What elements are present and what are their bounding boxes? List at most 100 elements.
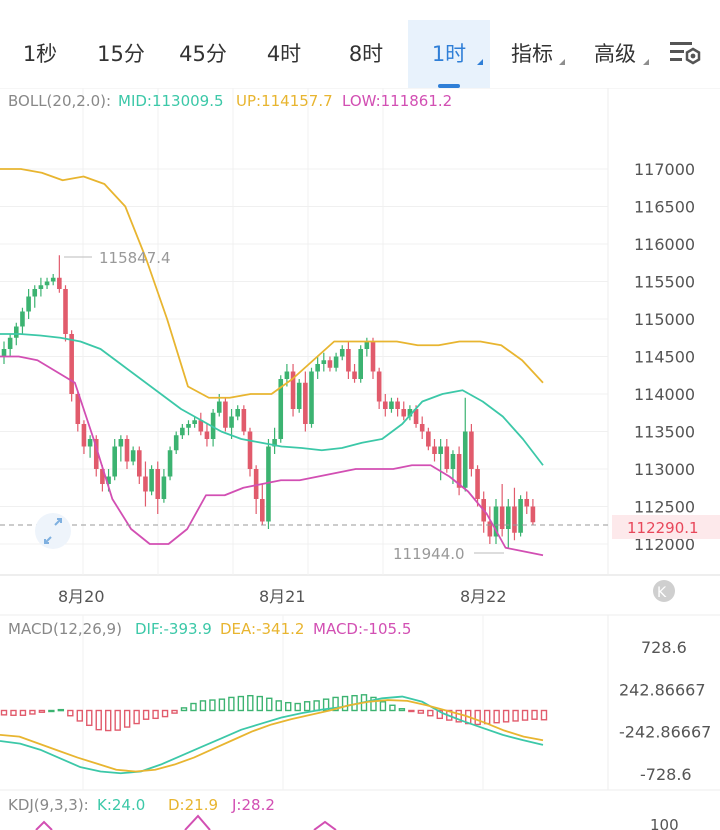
macd-value: MACD:-105.5 bbox=[313, 620, 411, 638]
candle bbox=[75, 390, 81, 432]
tab-1[interactable]: 15分 bbox=[80, 20, 162, 88]
crosshair-button[interactable] bbox=[35, 513, 71, 549]
candle bbox=[512, 487, 517, 541]
candle bbox=[173, 431, 179, 454]
tab-5[interactable]: 1时 bbox=[408, 20, 490, 88]
macd-tick-label: -728.6 bbox=[640, 765, 692, 784]
candle bbox=[112, 439, 117, 481]
macd-bar bbox=[38, 709, 46, 713]
boll-legend: BOLL(20,2.0): MID:113009.5 UP:114157.7 L… bbox=[8, 92, 452, 110]
price-tick-label: 116000 bbox=[634, 235, 695, 254]
dropdown-triangle-icon bbox=[559, 59, 565, 65]
chart-settings-icon bbox=[670, 42, 701, 65]
tab-2[interactable]: 45分 bbox=[162, 20, 244, 88]
active-tab-indicator bbox=[438, 84, 460, 88]
macd-tick-label: 728.6 bbox=[641, 638, 687, 657]
current-price-value: 112290.1 bbox=[627, 519, 699, 537]
macd-bar bbox=[180, 707, 188, 712]
tab-label: 4时 bbox=[266, 42, 302, 66]
candle bbox=[383, 394, 388, 417]
macd-bar bbox=[408, 709, 415, 713]
candle bbox=[432, 439, 437, 462]
scroll-to-latest-button[interactable]: K bbox=[653, 580, 675, 602]
tab-label: 1秒 bbox=[22, 42, 58, 66]
tab-4[interactable]: 8时 bbox=[324, 20, 408, 88]
macd-bar bbox=[531, 709, 538, 720]
macd-bar bbox=[10, 709, 17, 716]
macd-tick-label: 242.86667 bbox=[619, 680, 706, 699]
macd-bar bbox=[86, 709, 93, 727]
price-tick-label: 116500 bbox=[634, 198, 695, 217]
macd-bar bbox=[540, 709, 548, 721]
candle bbox=[87, 435, 93, 458]
candle bbox=[272, 427, 277, 454]
candle bbox=[1, 341, 7, 364]
tab-3[interactable]: 4时 bbox=[244, 20, 324, 88]
macd-bar bbox=[493, 709, 500, 724]
date-tick-label: 8月21 bbox=[259, 587, 306, 606]
candle bbox=[186, 420, 191, 436]
current-price-tag bbox=[612, 515, 720, 539]
candle bbox=[38, 277, 44, 297]
candle bbox=[315, 356, 320, 379]
candle bbox=[229, 409, 234, 439]
candle bbox=[518, 495, 523, 537]
macd-bar bbox=[370, 696, 377, 712]
crosshair-icon bbox=[44, 518, 62, 544]
candle bbox=[438, 439, 443, 481]
macd-bar bbox=[332, 696, 339, 712]
macd-bar bbox=[95, 709, 102, 731]
macd-bar bbox=[133, 709, 140, 725]
candles bbox=[1, 255, 536, 548]
macd-bar bbox=[29, 709, 36, 715]
candle bbox=[407, 405, 413, 421]
candle bbox=[44, 277, 50, 289]
macd-bar bbox=[521, 709, 529, 721]
boll-up: UP:114157.7 bbox=[236, 92, 333, 110]
tab-6[interactable]: 指标 bbox=[492, 20, 572, 88]
macd-bar bbox=[114, 709, 121, 731]
candle bbox=[204, 424, 210, 447]
candle bbox=[260, 484, 265, 526]
candle bbox=[456, 446, 462, 496]
macd-dea-line bbox=[0, 699, 544, 773]
kdj-lines bbox=[35, 814, 337, 830]
kdj-j: J:28.2 bbox=[231, 796, 275, 814]
kdj-d: D:21.9 bbox=[168, 796, 218, 814]
macd-bar bbox=[474, 709, 481, 726]
candle bbox=[376, 367, 382, 409]
kline-chart[interactable]: BOLL(20,2.0): MID:113009.5 UP:114157.7 L… bbox=[0, 88, 720, 830]
macd-bar bbox=[48, 709, 55, 713]
macd-bar bbox=[123, 709, 131, 728]
tab-label: 1时 bbox=[431, 42, 467, 66]
candle bbox=[395, 397, 400, 417]
kdj-name: KDJ(9,3,3): bbox=[8, 796, 89, 814]
candle bbox=[247, 427, 253, 477]
candle bbox=[333, 352, 339, 372]
candle bbox=[143, 461, 148, 507]
price-tick-label: 112500 bbox=[634, 498, 695, 517]
candle bbox=[346, 341, 351, 379]
tab-label: 15分 bbox=[97, 42, 145, 66]
date-tick-label: 8月20 bbox=[58, 587, 105, 606]
candle bbox=[493, 499, 499, 544]
macd-bar bbox=[105, 709, 112, 732]
macd-bar bbox=[502, 709, 510, 723]
macd-bar bbox=[294, 702, 301, 712]
macd-bar bbox=[76, 709, 83, 722]
tab-label: 高级 bbox=[594, 42, 636, 66]
tab-7[interactable]: 高级 bbox=[574, 20, 656, 88]
price-tick-label: 114500 bbox=[634, 348, 695, 367]
chart-settings-button[interactable] bbox=[664, 36, 704, 72]
macd-bar bbox=[379, 701, 387, 712]
macd-bar bbox=[341, 695, 349, 712]
candle bbox=[462, 397, 468, 492]
date-tick-label: 8月22 bbox=[460, 587, 507, 606]
boll-upper-line bbox=[0, 168, 544, 399]
candle bbox=[253, 465, 259, 514]
price-axis: 117000 116500 116000 115500 115000 114500 1140… bbox=[634, 160, 695, 554]
macd-bar bbox=[142, 709, 150, 720]
tab-0[interactable]: 1秒 bbox=[0, 20, 80, 88]
min-price-label: 111944.0 bbox=[393, 545, 465, 563]
price-tick-label: 117000 bbox=[634, 160, 695, 179]
